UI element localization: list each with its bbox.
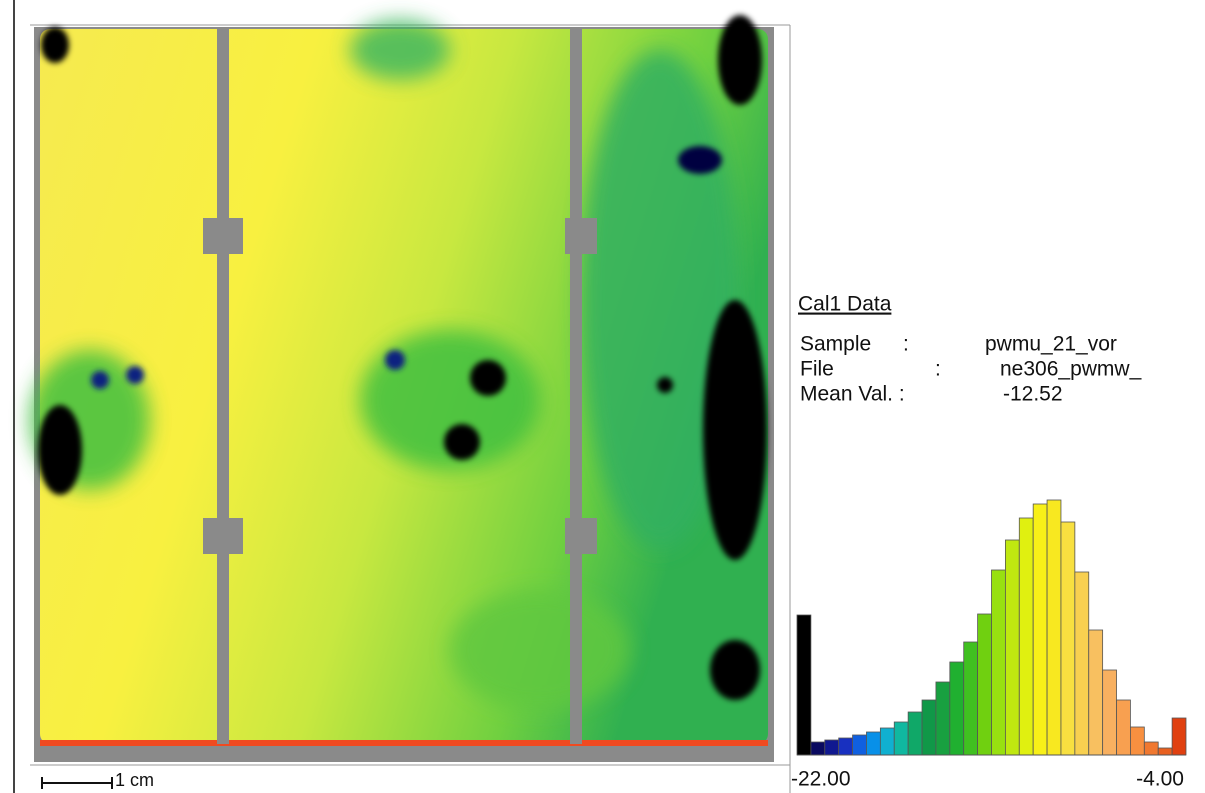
- histogram-bar: [907, 711, 923, 756]
- histogram-bar: [949, 661, 965, 756]
- histogram-bar: [963, 641, 979, 756]
- info-label: File: [800, 358, 834, 381]
- histogram-bar: [879, 727, 895, 756]
- histogram-bar: [796, 614, 812, 756]
- info-sep: :: [935, 358, 941, 381]
- histogram-bar: [1130, 726, 1145, 756]
- histogram-bar: [1116, 699, 1131, 756]
- info-value: ne306_pwmw_: [1000, 358, 1142, 381]
- histogram-bar: [1088, 629, 1104, 756]
- x-tick-label: -22.00: [791, 768, 851, 791]
- info-value: -12.52: [1003, 383, 1063, 406]
- scale-label: 1 cm: [115, 770, 154, 790]
- histogram-bar: [935, 681, 951, 756]
- histogram-bar: [1157, 747, 1173, 756]
- histogram-bar: [977, 613, 992, 756]
- histogram-bar: [838, 737, 853, 756]
- scale-bar: 1 cm: [41, 770, 154, 790]
- histogram-bar: [824, 739, 840, 756]
- histogram-bar: [1171, 717, 1187, 756]
- histogram-bar: [1143, 741, 1159, 756]
- histogram-bar: [1102, 669, 1117, 756]
- histogram-bar: [1046, 499, 1062, 756]
- histogram-bar: [1074, 571, 1090, 756]
- histogram-bar: [1032, 503, 1048, 756]
- cell-map: [30, 15, 774, 762]
- histogram-bar: [810, 741, 826, 756]
- info-value: pwmu_21_vor: [985, 333, 1117, 356]
- histogram-bar: [1060, 521, 1076, 756]
- histogram-bar: [921, 699, 937, 756]
- histogram-bar: [852, 734, 867, 756]
- info-label: Sample: [800, 333, 871, 356]
- histogram: -22.00 -4.00: [791, 499, 1187, 791]
- histogram-bar: [866, 731, 881, 756]
- info-label: Mean Val. :: [800, 383, 905, 406]
- info-title: Cal1 Data: [798, 293, 892, 316]
- histogram-bar: [893, 721, 909, 756]
- x-tick-label: -4.00: [1136, 768, 1184, 791]
- histogram-bar: [1004, 539, 1020, 756]
- histogram-bar: [1018, 517, 1034, 756]
- info-sep: :: [903, 333, 909, 356]
- histogram-bar: [991, 569, 1006, 756]
